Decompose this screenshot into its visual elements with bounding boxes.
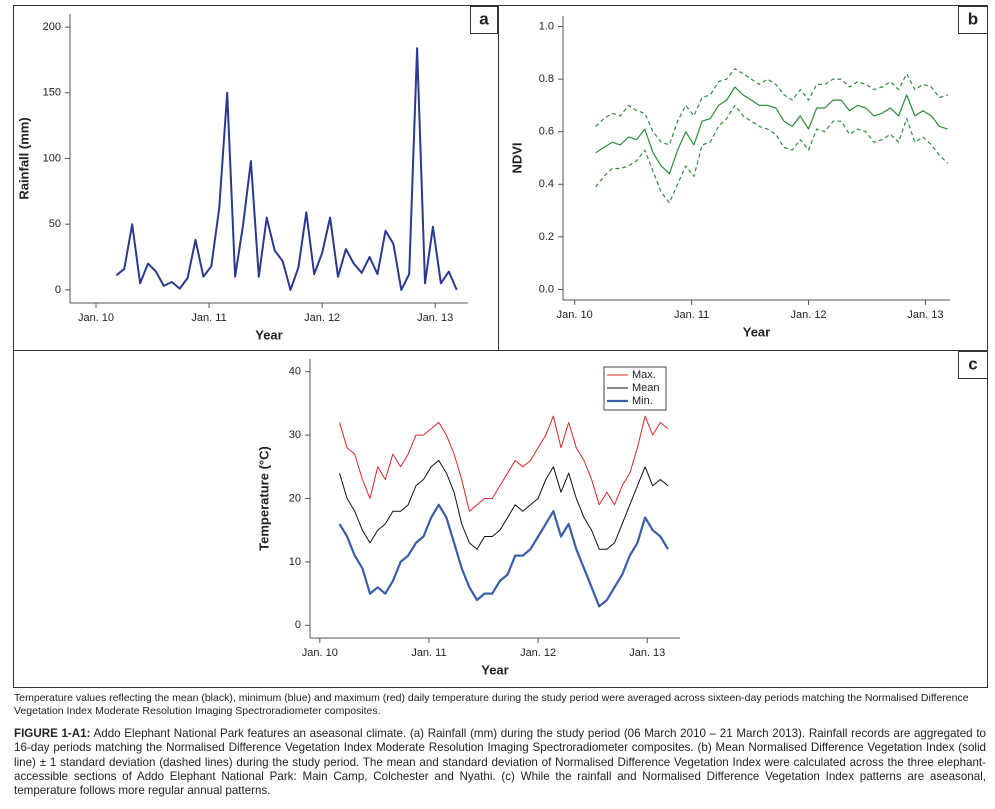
x-tick-label: Jan. 11 xyxy=(191,312,226,324)
series-line xyxy=(338,503,669,608)
caption: FIGURE 1-A1: Addo Elephant National Park… xyxy=(14,727,986,798)
y-tick-label: 200 xyxy=(43,21,61,33)
x-tick-label: Jan. 11 xyxy=(411,647,446,659)
y-axis-title: Rainfall (mm) xyxy=(16,117,31,199)
y-tick-label: 20 xyxy=(289,492,301,504)
x-axis-title: Year xyxy=(743,324,770,339)
x-tick-label: Jan. 11 xyxy=(674,309,709,321)
y-tick-label: 0.6 xyxy=(539,126,554,138)
x-tick-label: Jan. 12 xyxy=(790,309,826,321)
y-tick-label: 0 xyxy=(55,284,61,296)
panel-label-box xyxy=(470,6,498,34)
panel-frame xyxy=(13,350,988,688)
y-tick-label: 10 xyxy=(289,556,301,568)
y-tick-label: 0 xyxy=(295,619,301,631)
x-tick-label: Jan. 13 xyxy=(907,309,943,321)
series-line xyxy=(595,86,948,175)
caption-label: FIGURE 1-A1: xyxy=(14,727,91,740)
panel-frame xyxy=(13,5,499,351)
panel-frame xyxy=(498,5,988,351)
series-line xyxy=(595,68,948,146)
x-tick-label: Jan. 12 xyxy=(520,647,556,659)
x-tick-label: Jan. 10 xyxy=(78,312,114,324)
series-line xyxy=(115,47,458,291)
y-axis-title: NDVI xyxy=(509,142,524,173)
panel-label: b xyxy=(968,9,978,28)
y-tick-label: 0.2 xyxy=(539,231,554,243)
series-line xyxy=(339,415,669,512)
y-tick-label: 100 xyxy=(43,152,61,164)
y-tick-label: 1.0 xyxy=(539,20,554,32)
legend-label: Max. xyxy=(632,369,656,381)
y-tick-label: 40 xyxy=(289,366,301,378)
y-tick-label: 30 xyxy=(289,429,301,441)
series-line xyxy=(339,460,669,550)
y-tick-label: 50 xyxy=(49,218,61,230)
y-tick-label: 150 xyxy=(43,87,61,99)
y-tick-label: 0.0 xyxy=(539,283,554,295)
x-axis-title: Year xyxy=(481,662,508,677)
panel-label-box xyxy=(958,6,988,34)
y-axis-title: Temperature (°C) xyxy=(256,446,271,551)
legend-label: Mean xyxy=(632,382,660,394)
footnote: Temperature values reflecting the mean (… xyxy=(14,692,969,717)
x-axis-title: Year xyxy=(255,327,282,342)
x-tick-label: Jan. 13 xyxy=(629,647,665,659)
y-tick-label: 0.8 xyxy=(539,73,554,85)
x-tick-label: Jan. 10 xyxy=(302,647,338,659)
y-tick-label: 0.4 xyxy=(539,178,554,190)
x-tick-label: Jan. 12 xyxy=(304,312,340,324)
caption-text: Addo Elephant National Park features an … xyxy=(14,727,986,798)
panel-label: a xyxy=(479,9,489,28)
panel-label: c xyxy=(968,354,977,373)
x-tick-label: Jan. 13 xyxy=(417,312,453,324)
x-tick-label: Jan. 10 xyxy=(557,309,593,321)
legend-label: Min. xyxy=(632,395,653,407)
panel-label-box xyxy=(958,351,988,379)
series-line xyxy=(595,104,949,204)
